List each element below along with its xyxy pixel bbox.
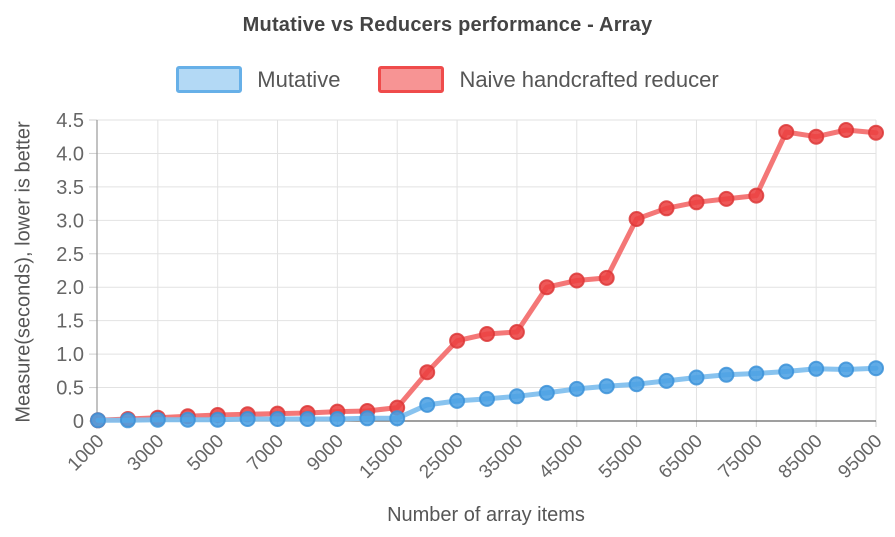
x-tick-label: 1000 <box>64 431 109 476</box>
naive-reducer-legend-label: Naive handcrafted reducer <box>459 66 719 92</box>
data-point-mutative-4000[interactable] <box>179 411 196 428</box>
data-point-mutative-20000[interactable] <box>419 396 436 413</box>
y-tick-label: 4.5 <box>56 110 84 132</box>
y-tick-label: 0.5 <box>56 378 84 400</box>
x-axis-title: Number of array items <box>387 504 585 526</box>
x-tick-label: 55000 <box>595 431 647 483</box>
data-point-mutative-85000[interactable] <box>808 360 825 377</box>
naive-reducer-legend-swatch <box>378 66 445 93</box>
x-tick-label: 45000 <box>535 431 587 483</box>
data-point-mutative-6000[interactable] <box>239 411 256 427</box>
data-point-naive-handcrafted-reducer-95000[interactable] <box>868 124 884 141</box>
data-point-mutative-8000[interactable] <box>299 411 316 427</box>
data-point-naive-handcrafted-reducer-55000[interactable] <box>628 211 645 227</box>
mutative-legend-label: Mutative <box>257 66 341 92</box>
y-tick-label: 2.0 <box>56 277 84 299</box>
data-point-mutative-90000[interactable] <box>838 361 855 378</box>
data-point-mutative-45000[interactable] <box>568 380 585 397</box>
y-tick-label: 1.5 <box>56 311 84 333</box>
x-tick-label: 7000 <box>243 431 288 476</box>
x-tick-label: 25000 <box>415 431 467 483</box>
data-point-naive-handcrafted-reducer-30000[interactable] <box>479 326 495 342</box>
data-point-mutative-1000[interactable] <box>90 412 106 429</box>
data-point-mutative-80000[interactable] <box>778 363 795 380</box>
x-tick-label: 3000 <box>124 431 169 476</box>
legend-item-naive-reducer[interactable]: Naive handcrafted reducer <box>378 66 719 93</box>
data-point-mutative-60000[interactable] <box>658 372 675 389</box>
data-point-mutative-40000[interactable] <box>538 384 555 401</box>
data-point-naive-handcrafted-reducer-70000[interactable] <box>718 190 735 207</box>
data-point-mutative-15000[interactable] <box>389 410 406 427</box>
x-tick-label: 15000 <box>356 431 408 483</box>
data-point-mutative-65000[interactable] <box>688 369 705 386</box>
data-point-naive-handcrafted-reducer-90000[interactable] <box>838 122 855 138</box>
x-tick-label: 9000 <box>303 431 348 476</box>
data-point-mutative-2000[interactable] <box>119 412 136 429</box>
y-tick-label: 2.5 <box>56 244 84 266</box>
y-tick-label: 3.5 <box>56 177 84 199</box>
y-tick-label: 4.0 <box>56 143 84 165</box>
data-point-naive-handcrafted-reducer-35000[interactable] <box>508 324 525 340</box>
legend-item-mutative[interactable]: Mutative <box>176 66 340 93</box>
x-tick-label: 35000 <box>475 431 527 483</box>
data-point-mutative-95000[interactable] <box>868 360 884 377</box>
x-tick-label: 5000 <box>183 431 228 476</box>
data-point-mutative-35000[interactable] <box>508 388 525 405</box>
x-tick-label: 75000 <box>715 431 767 483</box>
data-point-naive-handcrafted-reducer-85000[interactable] <box>808 128 825 145</box>
x-tick-label: 95000 <box>834 431 886 483</box>
data-point-mutative-50000[interactable] <box>598 378 615 395</box>
legend: Mutative Naive handcrafted reducer <box>0 66 895 93</box>
x-tick-label: 85000 <box>775 431 827 483</box>
mutative-legend-swatch <box>176 66 243 93</box>
data-point-naive-handcrafted-reducer-20000[interactable] <box>419 364 436 381</box>
data-point-mutative-9000[interactable] <box>329 411 346 427</box>
data-point-naive-handcrafted-reducer-50000[interactable] <box>598 269 615 286</box>
y-tick-label: 0 <box>73 411 84 433</box>
data-point-naive-handcrafted-reducer-80000[interactable] <box>778 124 795 140</box>
data-point-naive-handcrafted-reducer-25000[interactable] <box>449 332 466 349</box>
chart-title: Mutative vs Reducers performance - Array <box>242 14 653 36</box>
data-point-naive-handcrafted-reducer-65000[interactable] <box>688 194 705 211</box>
data-point-mutative-25000[interactable] <box>449 392 466 409</box>
y-tick-label: 1.0 <box>56 344 84 366</box>
data-point-mutative-3000[interactable] <box>149 411 166 428</box>
data-point-mutative-5000[interactable] <box>209 411 226 428</box>
data-point-naive-handcrafted-reducer-60000[interactable] <box>658 200 675 217</box>
data-point-naive-handcrafted-reducer-40000[interactable] <box>538 279 555 296</box>
data-point-naive-handcrafted-reducer-75000[interactable] <box>748 187 765 204</box>
y-tick-label: 3.0 <box>56 210 84 232</box>
data-point-mutative-10000[interactable] <box>359 410 376 427</box>
data-point-mutative-30000[interactable] <box>479 390 495 407</box>
data-point-mutative-55000[interactable] <box>628 376 645 393</box>
data-point-mutative-7000[interactable] <box>269 411 286 427</box>
data-point-mutative-75000[interactable] <box>748 365 765 382</box>
data-point-mutative-70000[interactable] <box>718 366 735 383</box>
x-tick-label: 65000 <box>655 431 707 483</box>
data-point-naive-handcrafted-reducer-45000[interactable] <box>568 272 585 289</box>
